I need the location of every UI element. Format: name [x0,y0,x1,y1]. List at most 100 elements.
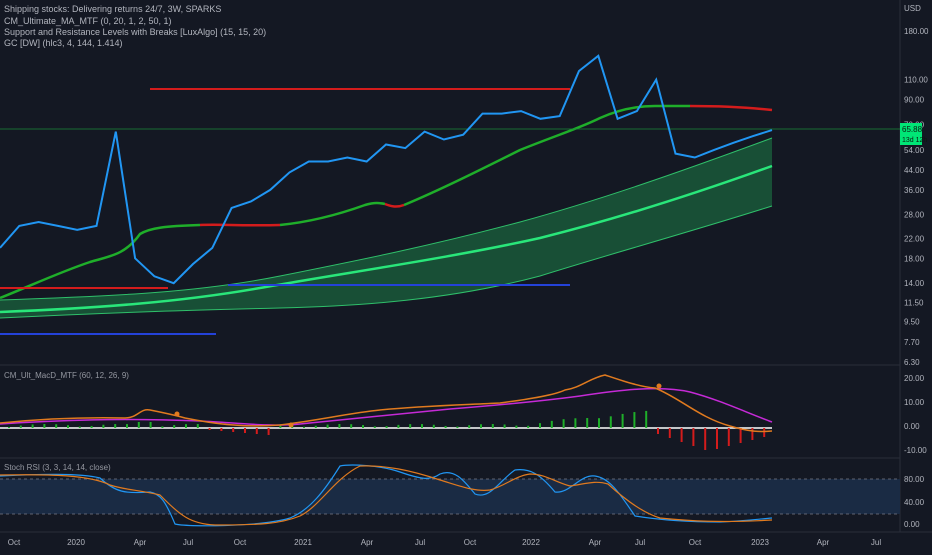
macd-histogram-bar [244,428,246,433]
macd-histogram-bar [31,424,34,428]
macd-histogram-bar [350,424,353,428]
time-tick-label: Jul [415,538,425,547]
stoch-tick-label: 40.00 [904,498,925,507]
stoch-label[interactable]: Stoch RSI (3, 3, 14, 14, close) [4,463,111,472]
price-tick-label: 36.00 [904,186,925,195]
macd-histogram-bar [515,425,518,428]
macd-histogram-bar [362,425,364,428]
macd-histogram-bar [55,424,58,428]
ma-line-down [689,104,773,112]
time-tick-label: Oct [234,538,247,547]
macd-histogram-bar [220,428,223,431]
time-tick-label: Oct [464,538,477,547]
price-tick-label: 11.50 [904,299,924,308]
time-tick-label: Oct [8,538,21,547]
price-line [0,54,773,285]
chart-title: Shipping stocks: Delivering returns 24/7… [4,4,221,14]
price-tick-label: 9.50 [904,317,920,326]
macd-histogram-bar [527,425,530,428]
time-tick-label: Jul [871,538,881,547]
macd-histogram-bar [114,424,117,428]
macd-pane: CM_Ult_MacD_MTF (60, 12, 26, 9) [0,371,773,450]
macd-cross-marker [656,383,662,389]
stoch-tick-label: 80.00 [904,475,925,484]
macd-histogram-bar [716,428,718,449]
macd-histogram-bar [668,428,671,438]
price-tick-label: 14.00 [904,279,925,288]
macd-histogram-bar [692,428,695,446]
price-tick-label: 22.00 [904,235,925,244]
macd-histogram-bar [43,424,46,428]
macd-histogram-bar [621,413,624,428]
macd-cross-marker [174,411,180,417]
macd-tick-label: 10.00 [904,398,925,407]
macd-histogram-bar [78,426,81,428]
macd-histogram-bar [421,424,423,428]
macd-histogram-bar [137,422,140,428]
macd-histogram-bar [633,412,636,428]
stoch-d-line [0,465,773,526]
price-tick-label: 90.00 [904,95,925,104]
macd-histogram-bar [67,425,69,428]
time-tick-label: 2023 [751,538,769,547]
macd-histogram-bar [102,424,105,428]
macd-histogram-bar [491,424,494,428]
macd-histogram-bar [8,427,10,428]
time-tick-label: Apr [361,538,374,547]
macd-histogram-bar [704,428,707,450]
time-tick-label: Apr [589,538,602,547]
macd-histogram-bar [185,424,187,428]
price-tick-label: 28.00 [904,211,925,220]
time-tick-label: Oct [689,538,702,547]
ma-line-up [0,223,201,300]
chart-header: Shipping stocks: Delivering returns 24/7… [4,4,266,48]
time-tick-label: Jul [635,538,645,547]
macd-histogram-bar [279,424,282,428]
macd-histogram-bar [503,424,506,428]
ma-line-up [279,201,386,227]
macd-histogram-bar [468,425,471,428]
price-axis[interactable]: 180.00110.0090.0070.0054.0044.0036.0028.… [904,27,929,367]
macd-histogram-bar [456,426,459,428]
stoch-band [0,479,900,514]
stoch-tick-label: 0.00 [904,520,920,529]
gaussian-channel-lower [0,205,773,319]
indicator-label-ma[interactable]: CM_Ultimate_MA_MTF (0, 20, 1, 2, 50, 1) [4,16,172,26]
macd-histogram-bar [586,418,589,428]
macd-histogram-bar [326,424,329,428]
macd-histogram-bar [232,428,235,432]
macd-label[interactable]: CM_Ult_MacD_MTF (60, 12, 26, 9) [4,371,129,380]
price-tick-label: 110.00 [904,76,928,85]
macd-histogram-bar [267,428,270,435]
macd-signal-line [0,387,773,426]
macd-histogram-bar [397,424,400,428]
indicator-label-gc[interactable]: GC [DW] (hlc3, 4, 144, 1.414) [4,38,123,48]
macd-histogram-bar [19,425,22,428]
macd-tick-label: 20.00 [904,374,925,383]
macd-histogram-bar [338,424,341,428]
time-axis[interactable]: Oct 2020 Apr Jul Oct 2021 Apr Jul Oct 2022 Apr Jul O… [8,538,882,547]
macd-histogram-bar [609,416,612,428]
macd-axis: 20.00 10.00 0.00 -10.00 [904,374,927,455]
stoch-pane: Stoch RSI (3, 3, 14, 14, close) [0,463,900,527]
macd-histogram-bar [255,428,258,434]
price-tick-label: 7.70 [904,338,920,347]
macd-tick-label: -10.00 [904,446,927,455]
price-pane [0,54,900,335]
gaussian-channel-upper [0,137,773,301]
macd-histogram-bar [149,422,152,428]
bar-countdown: 13d 12h [902,137,927,144]
macd-histogram-bar [173,425,176,428]
indicator-label-sr[interactable]: Support and Resistance Levels with Break… [4,27,266,37]
macd-histogram-bar [385,426,388,428]
macd-histogram-bar [680,428,683,442]
macd-histogram-bar [574,418,577,428]
macd-histogram-bar [739,428,742,443]
macd-cross-marker [288,422,294,428]
time-tick-label: 2022 [522,538,540,547]
time-tick-label: Jul [183,538,193,547]
macd-histogram-bar [196,424,199,428]
macd-histogram-bar [598,418,600,428]
last-price-tag: 65.88 13d 12h [900,123,927,145]
